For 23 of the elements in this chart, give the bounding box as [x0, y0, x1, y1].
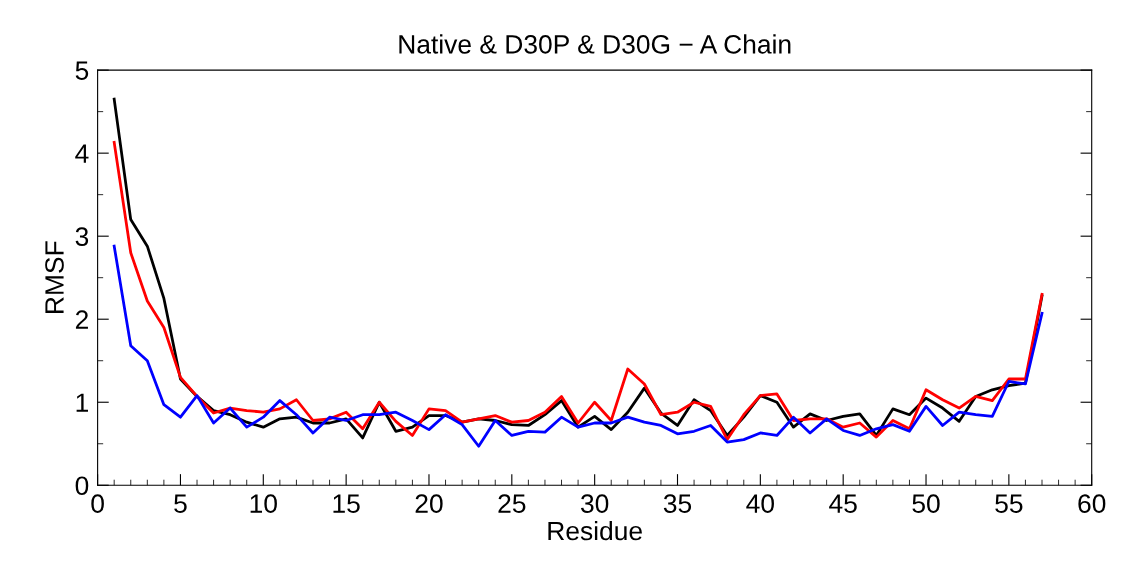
x-tick-label: 50 [912, 494, 940, 513]
x-tick-label: 25 [498, 494, 526, 513]
x-tick-label: 15 [333, 494, 360, 513]
x-tick-label: 20 [415, 494, 443, 513]
x-axis-title: Residue [548, 520, 642, 541]
x-tick-label: 55 [995, 494, 1023, 513]
y-tick-label: 5 [75, 61, 89, 80]
y-tick-label: 3 [75, 227, 89, 246]
x-tick-label: 30 [580, 494, 609, 513]
x-tick-label: 10 [250, 494, 277, 513]
y-tick-label: 1 [76, 393, 88, 412]
y-tick-label: 0 [75, 476, 89, 496]
x-tick-label: 40 [746, 494, 774, 513]
x-tick-label: 60 [1078, 494, 1106, 513]
x-tick-label: 5 [174, 494, 187, 513]
x-tick-label: 45 [829, 494, 857, 513]
x-tick-label: 0 [91, 494, 104, 513]
y-axis-title: RMSF [45, 241, 64, 313]
line-series [112, 244, 1044, 448]
y-tick-label: 2 [75, 310, 88, 329]
chart-title: Native & D30P & D30G − A Chain [399, 34, 791, 54]
x-tick-label: 35 [663, 494, 692, 513]
y-tick-label: 4 [75, 144, 89, 163]
